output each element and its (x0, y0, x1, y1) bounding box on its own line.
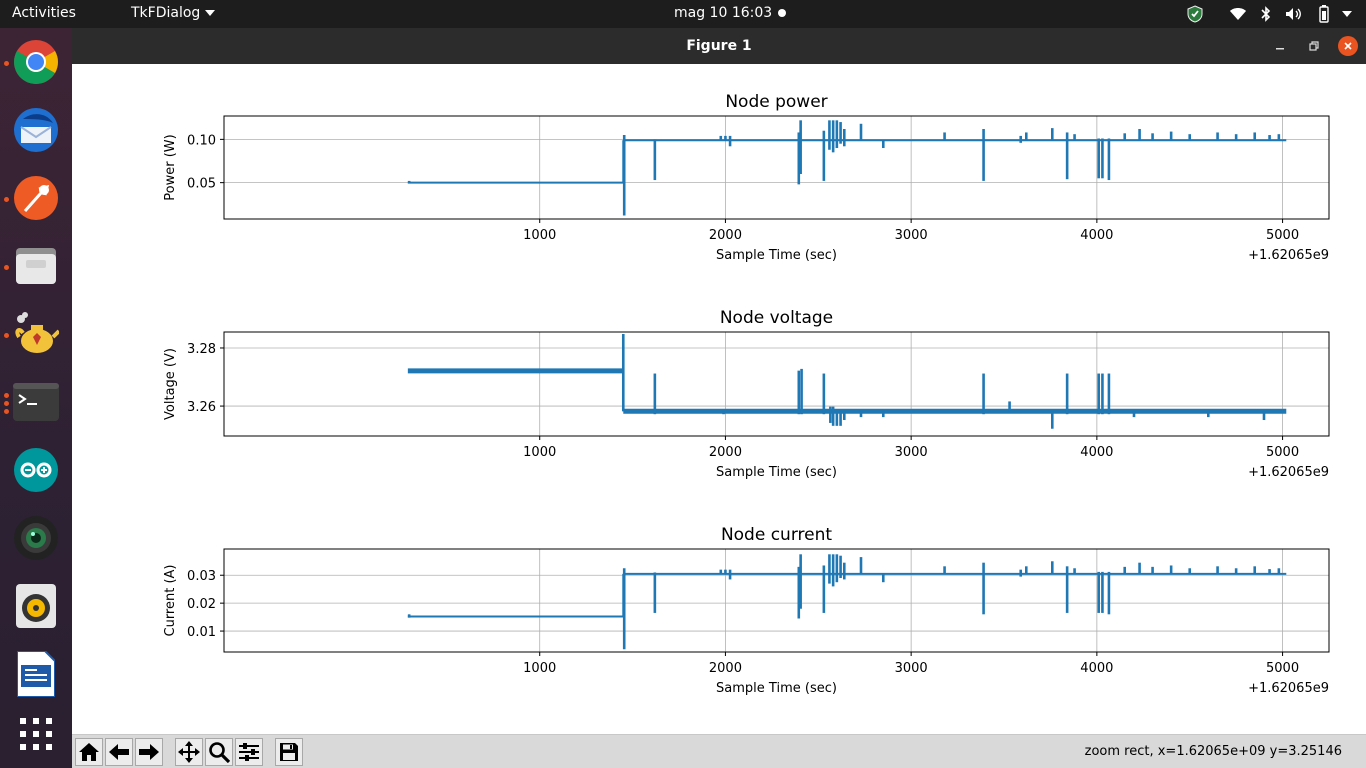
wifi-icon[interactable] (1228, 4, 1248, 24)
window-title: Figure 1 (686, 38, 752, 54)
y-tick-label: 3.26 (187, 400, 216, 415)
x-tick-label: 4000 (1080, 228, 1113, 243)
shield-icon[interactable] (1186, 4, 1204, 24)
arduino-icon[interactable] (12, 446, 60, 494)
restore-icon (1309, 41, 1319, 51)
x-tick-label: 3000 (895, 445, 928, 460)
x-tick-label: 5000 (1266, 445, 1299, 460)
subplot-title: Node current (721, 525, 832, 545)
x-tick-label: 5000 (1266, 228, 1299, 243)
home-button[interactable] (75, 738, 103, 766)
x-tick-label: 2000 (709, 661, 742, 676)
y-tick-label: 0.03 (187, 569, 216, 584)
running-indicator (4, 61, 9, 66)
x-tick-label: 1000 (523, 228, 556, 243)
maximize-button[interactable] (1304, 36, 1324, 56)
running-indicator (4, 197, 9, 202)
y-tick-label: 0.10 (187, 133, 216, 148)
terminal-icon[interactable] (12, 378, 60, 426)
subplot-title: Node power (725, 92, 827, 112)
x-tick-label: 4000 (1080, 661, 1113, 676)
x-tick-label: 2000 (709, 445, 742, 460)
axes-frame (223, 331, 1330, 437)
save-button[interactable] (275, 738, 303, 766)
sliders-icon (239, 743, 259, 761)
thunderbird-icon[interactable] (12, 106, 60, 154)
running-indicator (4, 333, 9, 338)
x-tick-label: 3000 (895, 661, 928, 676)
y-axis-label: Power (W) (163, 134, 178, 200)
magnifier-icon (209, 742, 230, 763)
axes-frame (223, 548, 1330, 653)
pan-button[interactable] (175, 738, 203, 766)
close-button[interactable] (1338, 36, 1358, 56)
app-menu-label: TkFDialog (131, 5, 201, 21)
chevron-down-icon (205, 10, 216, 16)
window-titlebar[interactable]: Figure 1 (72, 28, 1366, 64)
figure-svg[interactable]: 1000 2000 3000 4000 5000 0.05 0.10 Node power Sa… (72, 64, 1366, 734)
geany-icon[interactable] (12, 310, 60, 358)
chrome-icon[interactable] (12, 38, 60, 86)
close-icon (1344, 42, 1352, 50)
clock[interactable]: mag 10 16:03 (674, 5, 773, 21)
dock (0, 28, 72, 768)
running-indicator (4, 393, 9, 398)
x-axis-label: Sample Time (sec) (716, 465, 837, 480)
x-axis-label: Sample Time (sec) (716, 681, 837, 696)
y-axis-label: Voltage (V) (163, 348, 178, 420)
activities-button[interactable]: Activities (12, 5, 76, 21)
x-offset-label: +1.62065e9 (1248, 248, 1329, 263)
figure-canvas[interactable]: 1000 2000 3000 4000 5000 0.05 0.10 Node power Sa… (72, 64, 1366, 734)
running-indicator (4, 265, 9, 270)
home-icon (79, 743, 99, 761)
y-axis-label: Current (A) (163, 565, 178, 637)
x-tick-label: 1000 (523, 445, 556, 460)
y-tick-label: 0.01 (187, 625, 216, 640)
bluetooth-icon[interactable] (1258, 4, 1274, 24)
notification-dot-icon (778, 9, 786, 17)
axes-frame (223, 115, 1330, 220)
libreoffice-writer-icon[interactable] (12, 650, 60, 698)
x-offset-label: +1.62065e9 (1248, 465, 1329, 480)
top-bar: Activities TkFDialog mag 10 16:03 (0, 0, 1366, 28)
minimize-icon (1276, 48, 1284, 50)
save-icon (280, 743, 298, 761)
y-tick-label: 0.05 (187, 177, 216, 192)
files-icon[interactable] (12, 242, 60, 290)
x-tick-label: 4000 (1080, 445, 1113, 460)
x-axis-label: Sample Time (sec) (716, 248, 837, 263)
postman-icon[interactable] (12, 174, 60, 222)
y-tick-label: 3.28 (187, 342, 216, 357)
status-message: zoom rect, x=1.62065e+09 y=3.25146 (1084, 744, 1342, 759)
x-tick-label: 3000 (895, 228, 928, 243)
running-indicator (4, 401, 9, 406)
arrow-right-icon (139, 744, 159, 760)
x-tick-label: 5000 (1266, 661, 1299, 676)
webcam-icon[interactable] (12, 514, 60, 562)
rhythmbox-icon[interactable] (12, 582, 60, 630)
forward-button[interactable] (135, 738, 163, 766)
back-button[interactable] (105, 738, 133, 766)
move-icon (178, 741, 200, 763)
arrow-left-icon (109, 744, 129, 760)
navigation-toolbar: zoom rect, x=1.62065e+09 y=3.25146 (72, 734, 1366, 768)
battery-icon[interactable] (1316, 4, 1332, 24)
power-menu-chevron-icon[interactable] (1340, 4, 1354, 24)
show-applications-icon[interactable] (12, 710, 60, 758)
configure-subplots-button[interactable] (235, 738, 263, 766)
x-tick-label: 2000 (709, 228, 742, 243)
zoom-button[interactable] (205, 738, 233, 766)
y-tick-label: 0.02 (187, 597, 216, 612)
app-menu[interactable]: TkFDialog (131, 5, 216, 21)
minimize-button[interactable] (1270, 36, 1290, 56)
volume-icon[interactable] (1284, 4, 1304, 24)
running-indicator (4, 409, 9, 414)
x-offset-label: +1.62065e9 (1248, 681, 1329, 696)
subplot-title: Node voltage (720, 308, 833, 328)
x-tick-label: 1000 (523, 661, 556, 676)
